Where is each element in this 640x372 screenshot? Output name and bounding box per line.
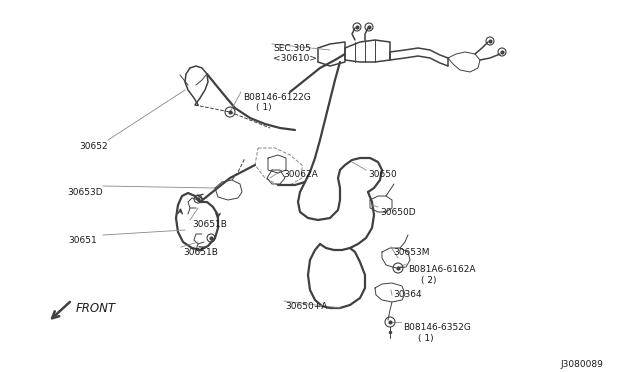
Text: 30651B: 30651B <box>183 248 218 257</box>
Text: SEC.305: SEC.305 <box>273 44 311 53</box>
Text: B08146-6352G: B08146-6352G <box>403 323 471 332</box>
Text: ( 2): ( 2) <box>421 276 436 285</box>
Text: 30652: 30652 <box>79 142 108 151</box>
Text: FRONT: FRONT <box>76 302 116 315</box>
Text: J3080089: J3080089 <box>560 360 603 369</box>
Text: 30650D: 30650D <box>380 208 415 217</box>
Text: 30062A: 30062A <box>283 170 317 179</box>
Text: <30610>: <30610> <box>273 54 317 63</box>
Text: 30650: 30650 <box>368 170 397 179</box>
Text: 30653M: 30653M <box>393 248 429 257</box>
Text: ( 1): ( 1) <box>256 103 271 112</box>
Text: ( 1): ( 1) <box>418 334 434 343</box>
Text: B08146-6122G: B08146-6122G <box>243 93 311 102</box>
Text: 30653D: 30653D <box>67 188 102 197</box>
Text: 30364: 30364 <box>393 290 422 299</box>
Text: 30651: 30651 <box>68 236 97 245</box>
Text: 30650+A: 30650+A <box>285 302 328 311</box>
Text: 30651B: 30651B <box>192 220 227 229</box>
Text: B081A6-6162A: B081A6-6162A <box>408 265 476 274</box>
